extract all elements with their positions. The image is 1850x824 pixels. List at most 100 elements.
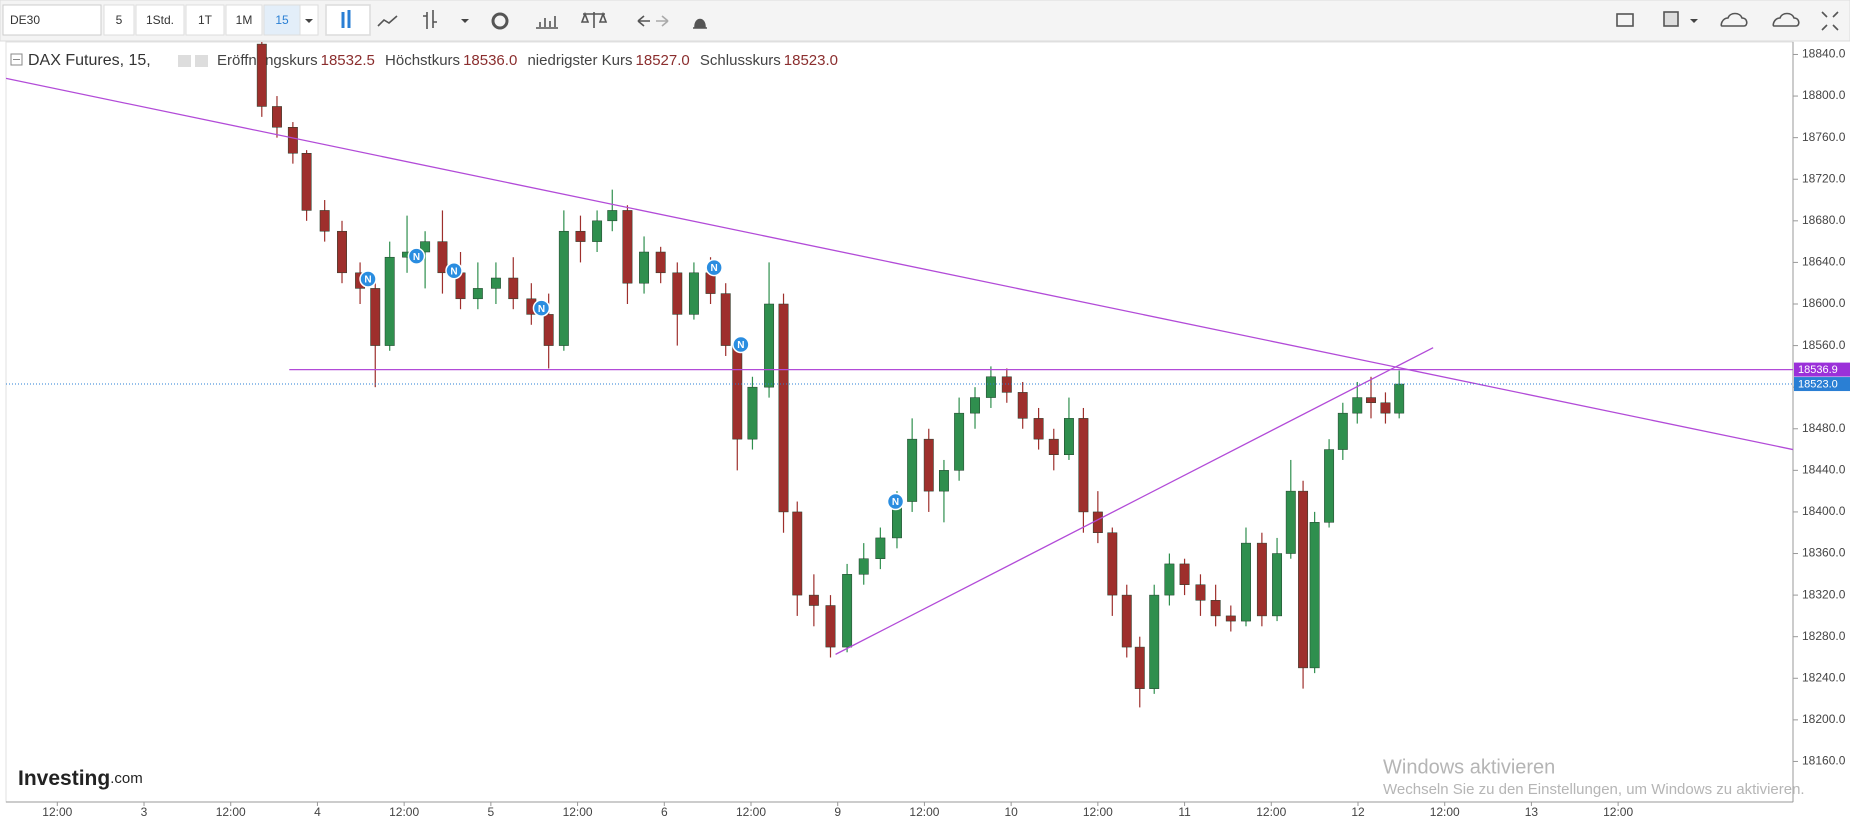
symbol-input[interactable] <box>2 4 102 36</box>
candle-body <box>938 470 949 492</box>
news-marker <box>359 270 377 288</box>
y-tick-label: 18400.0 <box>1802 504 1846 518</box>
button[interactable] <box>135 4 185 36</box>
arrow[interactable] <box>1690 19 1698 23</box>
candle-body <box>1017 392 1028 419</box>
candle-body <box>732 345 743 440</box>
ohlc-label: niedrigster Kurs <box>527 52 632 69</box>
candle-body <box>508 277 519 300</box>
ohlc-legend: Eröffnungskurs 18532.5 Höchstkurs 18536.0 … <box>217 52 838 69</box>
button[interactable] <box>103 4 135 36</box>
candle-body <box>1048 438 1059 455</box>
y-tick-label: 18200.0 <box>1802 712 1846 726</box>
interval[interactable]: 1T <box>198 13 213 27</box>
candle-body <box>1337 412 1348 450</box>
icon[interactable] <box>693 18 707 29</box>
icon[interactable] <box>423 10 437 29</box>
candle-body <box>607 210 618 222</box>
candle-body <box>825 605 836 648</box>
icon[interactable] <box>377 15 398 27</box>
symbol: DE30 <box>10 13 40 27</box>
interval[interactable]: 5 <box>116 13 123 27</box>
ohlc-label: Höchstkurs <box>385 52 460 69</box>
news-label: N <box>413 252 420 263</box>
candle-body <box>764 303 775 388</box>
x-tick-label: 12:00 <box>736 805 766 819</box>
y-tick-label: 18640.0 <box>1802 255 1846 269</box>
candle-body <box>1241 542 1251 622</box>
x-tick-label: 12:00 <box>909 805 939 819</box>
interval[interactable]: 15 <box>275 13 289 27</box>
news-label: N <box>538 304 545 315</box>
x-tick-label: 12:00 <box>216 805 246 819</box>
candle-body <box>543 314 554 346</box>
candle-body <box>1298 490 1309 669</box>
arrow[interactable] <box>461 19 469 23</box>
icon[interactable] <box>580 11 608 28</box>
trend-line <box>6 77 1793 451</box>
interval[interactable]: 1M <box>236 13 253 27</box>
candle-body <box>622 210 633 284</box>
x-tick-label: 3 <box>141 805 148 819</box>
candle-body <box>970 397 980 414</box>
button[interactable] <box>185 4 225 36</box>
candle-body <box>792 511 803 596</box>
candle-body <box>1121 594 1132 648</box>
candle-body <box>301 152 312 211</box>
candle-body <box>1285 490 1296 554</box>
candle-body <box>688 272 699 315</box>
y-tick-label: 18800.0 <box>1802 88 1846 102</box>
news-marker <box>445 261 463 280</box>
candle-body <box>575 230 586 242</box>
icon[interactable] <box>1720 12 1748 27</box>
candle-body <box>808 594 819 606</box>
candle-body <box>1033 418 1044 440</box>
news-label: N <box>450 266 457 277</box>
candle-body <box>1107 532 1118 596</box>
x-tick-label: 12 <box>1351 805 1365 819</box>
candle-body <box>420 241 431 253</box>
candle-body <box>1225 615 1236 622</box>
icon[interactable] <box>656 15 669 27</box>
candle-body <box>437 241 448 274</box>
arrow <box>305 19 313 23</box>
button[interactable] <box>225 4 263 36</box>
icon[interactable] <box>491 12 509 30</box>
x-tick-label: 10 <box>1004 805 1018 819</box>
candle-body <box>272 106 282 128</box>
y-tick-label: 18600.0 <box>1802 296 1846 310</box>
icon[interactable] <box>195 55 208 67</box>
ohlc-value: 18523.0 <box>784 52 838 69</box>
icon[interactable] <box>1616 13 1634 27</box>
icon[interactable] <box>536 16 558 29</box>
x-tick-label: 12:00 <box>389 805 419 819</box>
candle-body <box>558 230 569 346</box>
price-tag <box>1794 362 1850 377</box>
icon[interactable] <box>1772 12 1800 27</box>
x-tick-label: 5 <box>488 805 495 819</box>
candle-body <box>655 251 666 274</box>
icon[interactable] <box>637 15 650 27</box>
icon[interactable] <box>1663 11 1679 27</box>
candle-body <box>1394 383 1405 414</box>
ohlc-value: 18532.5 <box>321 52 375 69</box>
icon[interactable] <box>178 55 191 67</box>
candle-body <box>1078 418 1089 513</box>
ohlc-label: Eröffnungskurs <box>217 52 318 69</box>
x-tick-label: 12:00 <box>1430 805 1460 819</box>
candle-body <box>1210 600 1221 617</box>
price-tag-label: 18523.0 <box>1798 378 1838 390</box>
interval[interactable]: 1Std. <box>146 13 174 27</box>
candle-body <box>337 230 347 274</box>
y-tick-label: 18560.0 <box>1802 338 1846 352</box>
candle-body <box>954 412 965 471</box>
series-title: DAX Futures, 15, <box>28 52 151 69</box>
candle-body <box>923 438 934 492</box>
brand-suffix: .com <box>110 770 143 787</box>
candle-body <box>1149 594 1160 689</box>
candle-body <box>592 220 603 242</box>
button-active[interactable] <box>263 4 301 36</box>
y-tick-label: 18720.0 <box>1802 171 1846 185</box>
icon[interactable] <box>1821 11 1839 31</box>
candle-body <box>875 537 886 559</box>
